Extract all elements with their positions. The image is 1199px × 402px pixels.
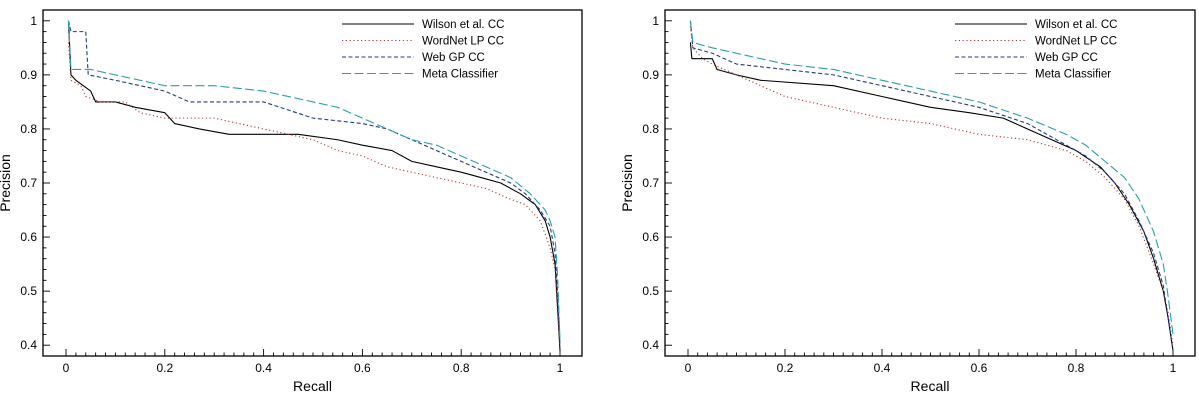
- series-line: [67, 20, 561, 351]
- x-tick-label: 0.8: [1068, 361, 1085, 375]
- x-tick-label: 0: [685, 361, 692, 375]
- series-line: [67, 20, 561, 340]
- series-line: [689, 26, 1174, 346]
- x-tick-label: 0.2: [156, 361, 173, 375]
- legend-label: Meta Classifier: [1035, 69, 1111, 81]
- y-tick-label: 0.9: [642, 68, 659, 82]
- chart-left: 0 0.2 0.4 0.6 0.8 1 0.4 0.5 0.6 0.7 0.8 0.9 1 Recall P…: [0, 9, 583, 394]
- series-line: [67, 20, 561, 346]
- y-tick-label: 0.6: [642, 230, 659, 244]
- legend-label: Web GP CC: [422, 52, 485, 64]
- y-axis-label: Precision: [0, 154, 13, 212]
- x-tick-label: 0.2: [777, 361, 794, 375]
- chart-right: 0 0.2 0.4 0.6 0.8 1 0.4 0.5 0.6 0.7 0.8 0.9 1 Recall P…: [619, 9, 1196, 394]
- y-tick-label: 0.4: [642, 338, 659, 352]
- y-tick-label: 0.6: [20, 230, 37, 244]
- x-axis-label: Recall: [911, 378, 950, 394]
- legend-label: Wilson et al. CC: [1035, 19, 1117, 31]
- x-tick-label: 0: [63, 361, 70, 375]
- legend-label: WordNet LP CC: [422, 36, 504, 48]
- y-tick-label: 0.7: [642, 176, 659, 190]
- legend-label: WordNet LP CC: [1035, 36, 1117, 48]
- legend-label: Web GP CC: [1035, 52, 1098, 64]
- x-axis-label: Recall: [293, 378, 332, 394]
- plot-frame: [664, 9, 1196, 357]
- series-line: [689, 42, 1174, 351]
- legend-label: Meta Classifier: [422, 69, 498, 81]
- y-tick-label: 0.8: [20, 122, 37, 136]
- legend-label: Wilson et al. CC: [422, 19, 504, 31]
- x-tick-label: 0.6: [971, 361, 988, 375]
- x-tick-label: 0.4: [255, 361, 272, 375]
- series-line: [67, 42, 561, 346]
- y-tick-label: 0.7: [20, 176, 37, 190]
- y-tick-label: 1: [652, 14, 659, 28]
- y-tick-label: 0.5: [642, 284, 659, 298]
- x-tick-label: 1: [557, 361, 564, 375]
- y-tick-label: 0.5: [20, 284, 37, 298]
- y-tick-label: 1: [30, 14, 37, 28]
- y-tick-label: 0.4: [20, 338, 37, 352]
- y-axis-label: Precision: [619, 154, 635, 212]
- x-tick-label: 0.8: [453, 361, 470, 375]
- y-tick-label: 0.9: [20, 68, 37, 82]
- x-tick-label: 0.6: [354, 361, 371, 375]
- series-line: [689, 20, 1174, 335]
- x-tick-label: 1: [1170, 361, 1177, 375]
- x-tick-label: 0.4: [874, 361, 891, 375]
- series-line: [689, 20, 1174, 351]
- y-tick-label: 0.8: [642, 122, 659, 136]
